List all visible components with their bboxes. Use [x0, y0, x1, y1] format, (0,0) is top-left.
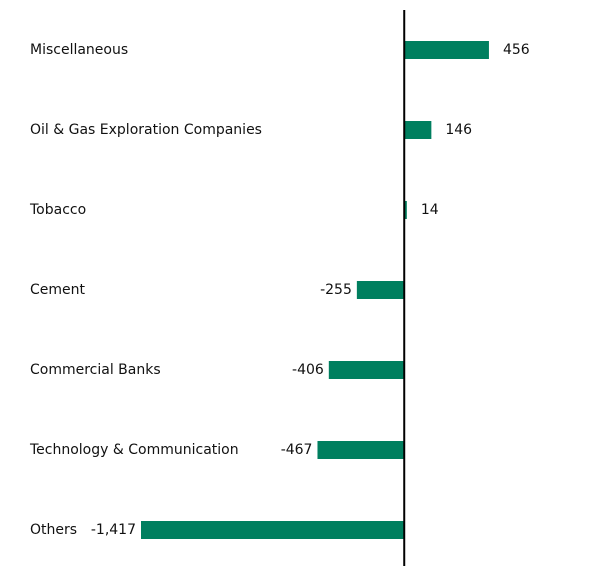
bar	[404, 41, 489, 59]
bar	[328, 361, 405, 379]
category-label: Technology & Communication	[29, 442, 239, 458]
category-label: Commercial Banks	[30, 362, 161, 378]
bar	[356, 281, 405, 299]
category-label: Miscellaneous	[30, 42, 128, 58]
value-label: -406	[292, 362, 324, 378]
value-label: -467	[281, 442, 313, 458]
value-label: 146	[445, 122, 472, 138]
value-label: 456	[503, 42, 530, 58]
bar	[404, 201, 407, 219]
value-label: 14	[421, 202, 439, 218]
category-label: Tobacco	[29, 202, 86, 218]
category-label: Cement	[30, 282, 86, 298]
bar	[404, 121, 432, 139]
category-label: Oil & Gas Exploration Companies	[30, 122, 262, 138]
value-label: -255	[320, 282, 352, 298]
bar	[317, 441, 405, 459]
bar	[141, 521, 405, 539]
category-label: Others	[30, 522, 77, 538]
value-label: -1,417	[91, 522, 136, 538]
